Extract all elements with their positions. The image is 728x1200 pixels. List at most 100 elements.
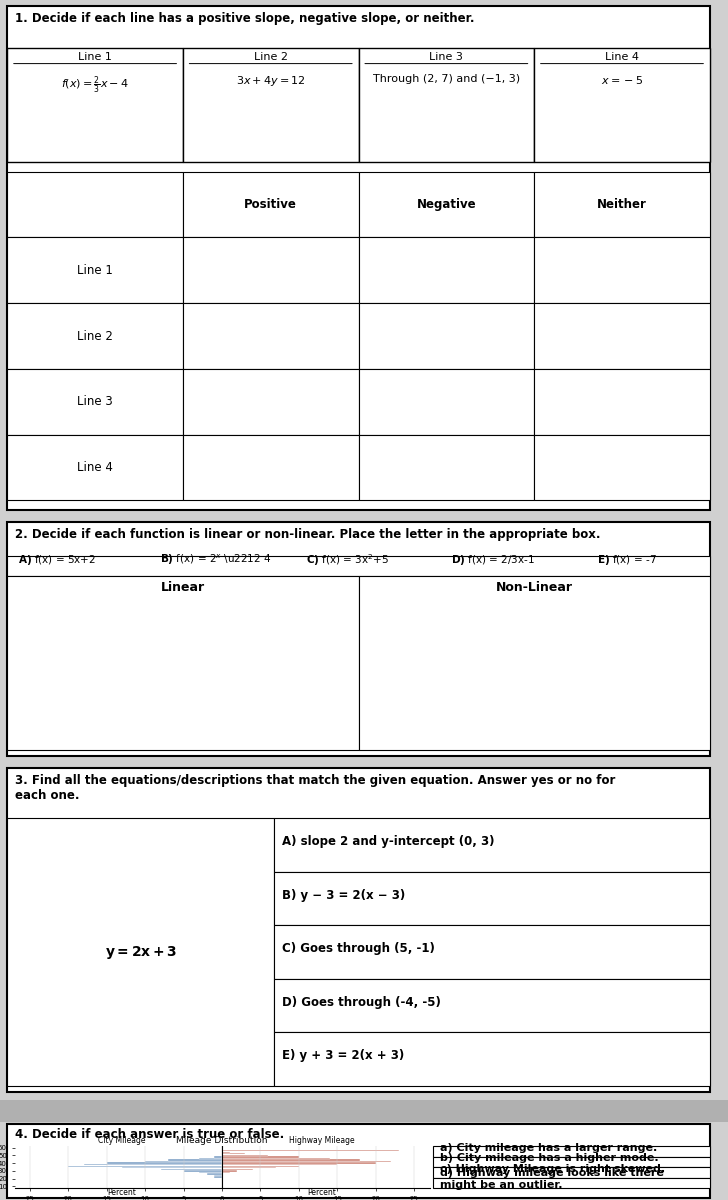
FancyBboxPatch shape <box>274 979 710 1032</box>
FancyBboxPatch shape <box>7 238 183 304</box>
FancyBboxPatch shape <box>433 1157 710 1166</box>
Bar <box>161 1169 222 1170</box>
Text: Line 1: Line 1 <box>78 52 112 61</box>
Text: C) Goes through (5, -1): C) Goes through (5, -1) <box>282 942 435 955</box>
FancyBboxPatch shape <box>359 576 710 750</box>
Bar <box>207 1174 222 1175</box>
Bar <box>222 1159 360 1160</box>
Text: Line 2: Line 2 <box>77 330 113 342</box>
Text: $\mathbf{y = 2x + 3}$: $\mathbf{y = 2x + 3}$ <box>105 943 177 961</box>
Text: Line 3: Line 3 <box>77 395 113 408</box>
Text: $3x + 4y = 12$: $3x + 4y = 12$ <box>236 74 306 89</box>
FancyBboxPatch shape <box>274 872 710 925</box>
FancyBboxPatch shape <box>7 768 710 1092</box>
FancyBboxPatch shape <box>534 48 710 162</box>
FancyBboxPatch shape <box>7 368 183 434</box>
FancyBboxPatch shape <box>183 172 359 238</box>
Text: E) y + 3 = 2(x + 3): E) y + 3 = 2(x + 3) <box>282 1049 404 1062</box>
Bar <box>183 1170 222 1171</box>
FancyBboxPatch shape <box>7 576 359 750</box>
Bar <box>222 1164 337 1165</box>
Text: Negative: Negative <box>416 198 476 211</box>
FancyBboxPatch shape <box>359 238 534 304</box>
FancyBboxPatch shape <box>359 368 534 434</box>
FancyBboxPatch shape <box>534 172 710 238</box>
Text: Line 2: Line 2 <box>254 52 288 61</box>
FancyBboxPatch shape <box>433 1177 710 1188</box>
Text: City Mileage: City Mileage <box>98 1136 146 1145</box>
FancyBboxPatch shape <box>183 238 359 304</box>
Bar <box>222 1150 399 1151</box>
Text: a) City mileage has a larger range.: a) City mileage has a larger range. <box>440 1142 657 1153</box>
Bar <box>199 1158 222 1159</box>
Bar <box>222 1171 230 1174</box>
FancyBboxPatch shape <box>7 48 183 162</box>
FancyBboxPatch shape <box>7 172 183 238</box>
FancyBboxPatch shape <box>183 304 359 368</box>
FancyBboxPatch shape <box>7 6 710 510</box>
FancyBboxPatch shape <box>7 556 710 576</box>
FancyBboxPatch shape <box>433 1166 710 1177</box>
Bar <box>222 1156 299 1158</box>
FancyBboxPatch shape <box>534 238 710 304</box>
FancyBboxPatch shape <box>7 434 183 500</box>
Bar <box>222 1169 253 1170</box>
Text: Highway Mileage: Highway Mileage <box>289 1136 355 1145</box>
Bar <box>222 1158 330 1159</box>
Text: Through (2, 7) and (−1, 3): Through (2, 7) and (−1, 3) <box>373 74 520 84</box>
Text: 1. Decide if each line has a positive slope, negative slope, or neither.: 1. Decide if each line has a positive sl… <box>15 12 474 25</box>
Text: Percent: Percent <box>108 1188 137 1198</box>
FancyBboxPatch shape <box>274 818 710 872</box>
Text: $\mathbf{C)}$ f(x) = 3x$^2$+5: $\mathbf{C)}$ f(x) = 3x$^2$+5 <box>306 552 389 568</box>
Bar <box>222 1153 245 1154</box>
Text: 4. Decide if each answer is true or false.: 4. Decide if each answer is true or fals… <box>15 1128 284 1141</box>
Text: Line 4: Line 4 <box>605 52 639 61</box>
Text: c) Highway Mileage is right skewed.: c) Highway Mileage is right skewed. <box>440 1164 665 1174</box>
Bar <box>214 1176 222 1178</box>
Bar <box>222 1160 391 1163</box>
Text: D) Goes through (-4, -5): D) Goes through (-4, -5) <box>282 996 440 1009</box>
Bar <box>145 1160 222 1163</box>
Text: Line 4: Line 4 <box>77 461 113 474</box>
FancyBboxPatch shape <box>433 1146 710 1157</box>
Text: d) Highway mileage looks like there
might be an outlier.: d) Highway mileage looks like there migh… <box>440 1169 665 1190</box>
Text: $f(x) = \frac{2}{3}x - 4$: $f(x) = \frac{2}{3}x - 4$ <box>61 74 129 96</box>
FancyBboxPatch shape <box>183 434 359 500</box>
Text: $x = -5$: $x = -5$ <box>601 74 643 86</box>
FancyBboxPatch shape <box>534 434 710 500</box>
Text: Line 3: Line 3 <box>430 52 463 61</box>
Bar <box>214 1175 222 1176</box>
Bar <box>222 1168 276 1169</box>
FancyBboxPatch shape <box>359 48 534 162</box>
Text: Line 1: Line 1 <box>77 264 113 277</box>
Text: 2. Decide if each function is linear or non-linear. Place the letter in the appr: 2. Decide if each function is linear or … <box>15 528 600 541</box>
FancyBboxPatch shape <box>7 1124 710 1198</box>
Text: b) City mileage has a higher mode.: b) City mileage has a higher mode. <box>440 1153 659 1163</box>
Text: $\mathbf{E)}$ f(x) = -7: $\mathbf{E)}$ f(x) = -7 <box>597 553 657 566</box>
FancyBboxPatch shape <box>534 368 710 434</box>
Bar <box>222 1152 230 1153</box>
Text: $\mathbf{D)}$ f(x) = 2/3x-1: $\mathbf{D)}$ f(x) = 2/3x-1 <box>451 553 535 566</box>
Title: Mileage Distribution: Mileage Distribution <box>176 1136 268 1145</box>
FancyBboxPatch shape <box>0 1100 728 1122</box>
FancyBboxPatch shape <box>359 434 534 500</box>
Bar <box>68 1165 222 1166</box>
Text: B) y − 3 = 2(x − 3): B) y − 3 = 2(x − 3) <box>282 888 405 901</box>
FancyBboxPatch shape <box>359 172 534 238</box>
Text: $\mathbf{A)}$ f(x) = 5x+2: $\mathbf{A)}$ f(x) = 5x+2 <box>18 553 96 566</box>
Text: Non-Linear: Non-Linear <box>496 581 573 594</box>
Bar <box>168 1159 222 1160</box>
Bar <box>107 1163 222 1164</box>
Bar <box>122 1168 222 1169</box>
FancyBboxPatch shape <box>534 304 710 368</box>
Text: 3. Find all the equations/descriptions that match the given equation. Answer yes: 3. Find all the equations/descriptions t… <box>15 774 615 802</box>
Text: A) slope 2 and y-intercept (0, 3): A) slope 2 and y-intercept (0, 3) <box>282 835 494 848</box>
Text: Linear: Linear <box>161 581 205 594</box>
FancyBboxPatch shape <box>359 304 534 368</box>
Text: Percent: Percent <box>307 1188 336 1198</box>
FancyBboxPatch shape <box>7 522 710 756</box>
FancyBboxPatch shape <box>7 818 274 1086</box>
Text: Positive: Positive <box>245 198 297 211</box>
FancyBboxPatch shape <box>183 368 359 434</box>
Bar <box>222 1170 237 1171</box>
